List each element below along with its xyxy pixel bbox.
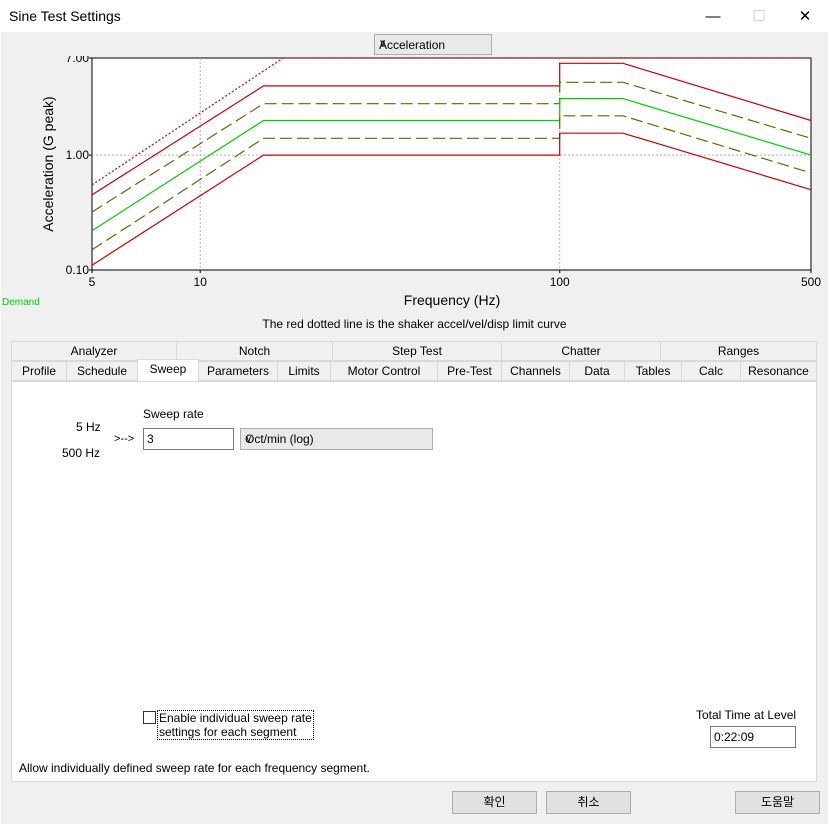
tab-resonance[interactable]: Resonance (740, 361, 817, 381)
chevron-down-icon: ∨ (379, 38, 387, 49)
close-icon[interactable]: ✕ (798, 8, 812, 25)
demand-legend: Demand (2, 297, 40, 308)
sweep-arrow: >--> (114, 433, 135, 445)
start-frequency: 5 Hz (76, 420, 101, 434)
sweep-hint: Allow individually defined sweep rate fo… (19, 761, 370, 775)
profile-chart: 5 10 100 500 0.10 1.00 7.00 Frequency (Hz) Acc… (40, 56, 822, 308)
series-lines (91, 57, 812, 266)
plot-area (91, 57, 812, 271)
tab-calc[interactable]: Calc (681, 361, 741, 381)
chart-view-select[interactable]: Acceleration ∨ (374, 34, 492, 55)
end-frequency: 500 Hz (62, 446, 101, 460)
ok-button[interactable]: 확인 (452, 791, 537, 814)
grid-lines (92, 58, 811, 270)
x-tick-label: 500 (801, 275, 821, 289)
limit-note: The red dotted line is the shaker accel/… (262, 317, 567, 331)
y-tick-label: 7.00 (66, 56, 90, 65)
series-line-3 (91, 97, 812, 232)
tab-tables[interactable]: Tables (624, 361, 682, 381)
x-tick-label: 100 (550, 275, 570, 289)
window-title: Sine Test Settings (9, 8, 121, 24)
tab-row-2: Profile Schedule Sweep Parameters Limits… (11, 359, 817, 381)
title-bar: Sine Test Settings — ☐ ✕ (0, 0, 829, 32)
series-line-5 (91, 132, 812, 266)
tab-schedule[interactable]: Schedule (66, 361, 138, 381)
tab-pre-test[interactable]: Pre-Test (437, 361, 502, 381)
tab-notch[interactable]: Notch (176, 341, 333, 361)
tab-step-test[interactable]: Step Test (332, 341, 502, 361)
series-line-2 (91, 81, 812, 213)
sweep-rate-input[interactable]: 3 (143, 428, 234, 450)
maximize-icon: ☐ (752, 8, 766, 25)
tab-analyzer[interactable]: Analyzer (11, 341, 177, 361)
minimize-icon[interactable]: — (705, 7, 721, 25)
enable-label-line-1: Enable individual sweep rate (159, 711, 312, 725)
cancel-button[interactable]: 취소 (546, 791, 631, 814)
total-time-field: 0:22:09 (710, 726, 796, 748)
tab-ranges[interactable]: Ranges (660, 341, 817, 361)
sweep-rate-unit-value: Oct/min (log) (245, 432, 314, 446)
y-axis-label: Acceleration (G peak) (40, 96, 56, 231)
chevron-down-icon: ∨ (245, 434, 253, 445)
y-tick-label: 0.10 (66, 263, 90, 277)
tab-profile[interactable]: Profile (11, 361, 67, 381)
sweep-rate-unit-select[interactable]: Oct/min (log) ∨ (240, 428, 433, 450)
tab-row-1: Analyzer Notch Step Test Chatter Ranges (11, 341, 817, 361)
series-line-4 (91, 115, 812, 251)
y-tick-label: 1.00 (66, 148, 90, 162)
series-line-0 (91, 57, 811, 186)
enable-individual-sweep-checkbox[interactable] (143, 711, 156, 724)
tab-motor-control[interactable]: Motor Control (330, 361, 438, 381)
tick-labels: 5 10 100 500 0.10 1.00 7.00 (66, 56, 822, 289)
enable-label-line-2: settings for each segment (159, 725, 297, 739)
tab-chatter[interactable]: Chatter (501, 341, 661, 361)
total-time-label: Total Time at Level (696, 708, 797, 722)
tab-sweep[interactable]: Sweep (137, 359, 199, 381)
tab-limits[interactable]: Limits (277, 361, 331, 381)
chart-view-select-value: Acceleration (379, 38, 446, 52)
tab-channels[interactable]: Channels (501, 361, 570, 381)
help-button[interactable]: 도움말 (735, 791, 820, 814)
tab-parameters[interactable]: Parameters (198, 361, 278, 381)
series-line-1 (91, 62, 812, 196)
enable-individual-sweep-label[interactable]: Enable individual sweep rate settings fo… (157, 710, 314, 740)
x-axis-label: Frequency (Hz) (404, 292, 500, 308)
x-tick-label: 10 (194, 275, 208, 289)
sweep-rate-label: Sweep rate (143, 407, 204, 421)
x-tick-label: 5 (89, 275, 96, 289)
tab-data[interactable]: Data (569, 361, 625, 381)
